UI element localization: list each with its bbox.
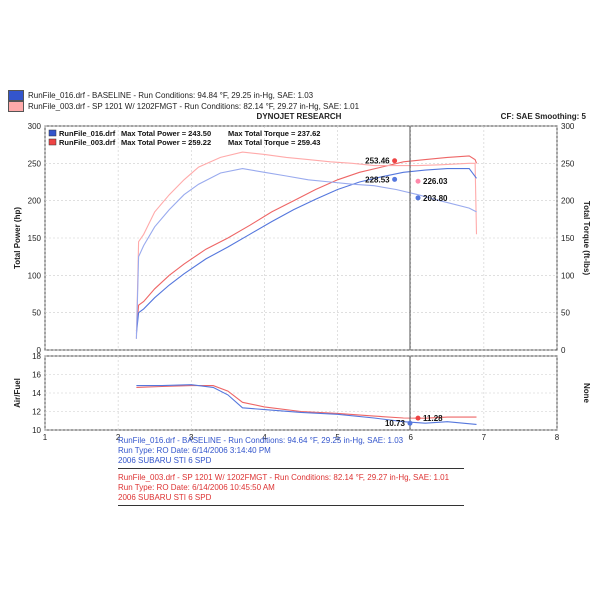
y-tick-label: 16 bbox=[32, 371, 41, 380]
inner-legend-swatch-icon bbox=[48, 129, 57, 137]
y-tick-label: 14 bbox=[32, 389, 41, 398]
data-marker bbox=[392, 176, 398, 182]
inner-legend-torque: Max Total Torque = 237.62 bbox=[228, 129, 320, 138]
run-info-footer: RunFile_016.drf - BASELINE - Run Conditi… bbox=[118, 436, 464, 510]
y-right-tick-label: 0 bbox=[561, 346, 566, 355]
red-swatch-icon bbox=[8, 101, 24, 112]
blue-swatch-icon bbox=[8, 90, 24, 101]
data-marker bbox=[415, 195, 421, 201]
run-info-line: RunFile_016.drf - BASELINE - Run Conditi… bbox=[118, 436, 404, 445]
y-right-tick-label: 250 bbox=[561, 159, 575, 168]
data-label: 253.46 bbox=[365, 157, 390, 166]
top-legend-item-baseline: RunFile_016.drf - BASELINE - Run Conditi… bbox=[8, 90, 359, 101]
y-axis-label: Air/Fuel bbox=[13, 378, 22, 408]
y-right-axis-label: Total Torque (ft-lbs) bbox=[582, 201, 591, 276]
x-tick-label: 7 bbox=[482, 433, 487, 442]
data-label: 10.73 bbox=[385, 419, 406, 428]
x-tick-label: 3 bbox=[189, 433, 194, 442]
data-label: 228.53 bbox=[365, 175, 390, 184]
y-right-tick-label: 200 bbox=[561, 197, 575, 206]
y-tick-label: 50 bbox=[32, 309, 41, 318]
series-line bbox=[135, 151, 478, 339]
run-info-line: RunFile_003.drf - SP 1201 W/ 1202FMGT - … bbox=[118, 473, 450, 482]
data-marker bbox=[392, 158, 398, 164]
y-tick-label: 10 bbox=[32, 426, 41, 435]
inner-legend-power: Max Total Power = 243.50 bbox=[121, 129, 211, 138]
y-axis-label: Total Power (hp) bbox=[13, 207, 22, 269]
series-line bbox=[135, 168, 477, 339]
top-legend: RunFile_016.drf - BASELINE - Run Conditi… bbox=[8, 90, 359, 112]
inner-legend-power: Max Total Power = 259.22 bbox=[121, 138, 211, 147]
x-tick-label: 1 bbox=[43, 433, 48, 442]
top-legend-text: RunFile_016.drf - BASELINE - Run Conditi… bbox=[28, 91, 314, 100]
data-marker bbox=[407, 420, 413, 426]
top-legend-text: RunFile_003.drf - SP 1201 W/ 1202FMGT - … bbox=[28, 102, 360, 111]
inner-legend-file: RunFile_003.drf bbox=[59, 138, 116, 147]
series-line bbox=[135, 168, 477, 334]
run-info-line: Run Type: RO Date: 6/14/2006 3:14:40 PM bbox=[118, 446, 271, 455]
run-info-line: 2006 SUBARU STI 6 SPD bbox=[118, 493, 212, 502]
data-label: 226.03 bbox=[423, 177, 448, 186]
y-tick-label: 300 bbox=[28, 122, 42, 131]
inner-legend-file: RunFile_016.drf bbox=[59, 129, 116, 138]
series-line bbox=[136, 384, 477, 425]
run-info-modified: RunFile_003.drf - SP 1201 W/ 1202FMGT - … bbox=[118, 473, 464, 506]
series-line bbox=[135, 155, 478, 332]
y-tick-label: 18 bbox=[32, 352, 41, 361]
inner-legend-torque: Max Total Torque = 259.43 bbox=[228, 138, 320, 147]
chart-title: DYNOJET RESEARCH bbox=[256, 112, 342, 121]
y-tick-label: 150 bbox=[28, 234, 42, 243]
x-tick-label: 5 bbox=[335, 433, 340, 442]
x-tick-label: 8 bbox=[555, 433, 560, 442]
data-marker bbox=[415, 415, 421, 421]
y-tick-label: 250 bbox=[28, 159, 42, 168]
y-tick-label: 200 bbox=[28, 197, 42, 206]
y-right-tick-label: 150 bbox=[561, 234, 575, 243]
run-info-line: 2006 SUBARU STI 6 SPD bbox=[118, 456, 212, 465]
y-tick-label: 12 bbox=[32, 408, 41, 417]
y-tick-label: 100 bbox=[28, 271, 42, 280]
run-info-baseline: RunFile_016.drf - BASELINE - Run Conditi… bbox=[118, 436, 464, 469]
run-info-line: Run Type: RO Date: 6/14/2006 10:45:50 AM bbox=[118, 483, 275, 492]
top-legend-item-modified: RunFile_003.drf - SP 1201 W/ 1202FMGT - … bbox=[8, 101, 359, 112]
x-tick-label: 6 bbox=[408, 433, 413, 442]
y-right-tick-label: 300 bbox=[561, 122, 575, 131]
data-label: 11.28 bbox=[423, 414, 443, 423]
x-tick-label: 2 bbox=[116, 433, 121, 442]
y-right-tick-label: 50 bbox=[561, 309, 570, 318]
data-marker bbox=[415, 178, 421, 184]
y-tick-label: 0 bbox=[37, 346, 42, 355]
x-tick-label: 4 bbox=[262, 433, 267, 442]
inner-legend-swatch-icon bbox=[48, 138, 57, 146]
data-label: 203.80 bbox=[423, 194, 448, 203]
y-right-axis-label: None bbox=[582, 383, 591, 404]
y-right-tick-label: 100 bbox=[561, 271, 575, 280]
cf-smoothing: CF: SAE Smoothing: 5 bbox=[500, 112, 586, 121]
